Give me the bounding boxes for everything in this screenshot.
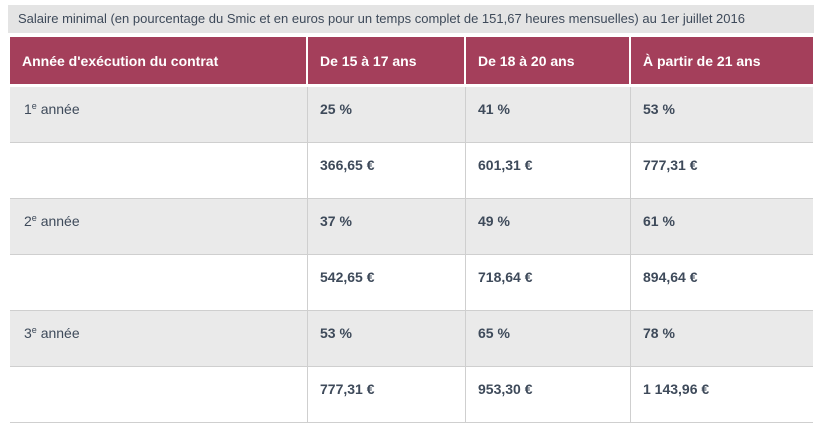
empty-cell bbox=[10, 143, 308, 199]
euro-value: 777,31 € bbox=[631, 143, 813, 199]
percent-value: 25 % bbox=[308, 87, 466, 143]
header-age-21-plus: À partir de 21 ans bbox=[631, 37, 813, 87]
year-ordinal-sup: e bbox=[31, 101, 37, 111]
percent-value: 41 % bbox=[466, 87, 631, 143]
percent-value: 65 % bbox=[466, 311, 631, 367]
table-row-year2-euros: 542,65 € 718,64 € 894,64 € bbox=[10, 255, 813, 311]
year-ordinal-sup: e bbox=[31, 325, 37, 335]
salary-table: Année d'exécution du contrat De 15 à 17 … bbox=[10, 37, 813, 423]
euro-value: 718,64 € bbox=[466, 255, 631, 311]
year-word: année bbox=[36, 325, 80, 341]
year-number: 1 bbox=[24, 101, 32, 117]
year-number: 2 bbox=[24, 213, 32, 229]
header-contract-year: Année d'exécution du contrat bbox=[10, 37, 308, 87]
year-word: année bbox=[36, 101, 80, 117]
table-caption: Salaire minimal (en pourcentage du Smic … bbox=[8, 5, 814, 33]
empty-cell bbox=[10, 367, 308, 423]
year-label: 2e année bbox=[10, 199, 308, 255]
percent-value: 49 % bbox=[466, 199, 631, 255]
euro-value: 542,65 € bbox=[308, 255, 466, 311]
percent-value: 78 % bbox=[631, 311, 813, 367]
year-number: 3 bbox=[24, 325, 32, 341]
empty-cell bbox=[10, 255, 308, 311]
header-age-15-17: De 15 à 17 ans bbox=[308, 37, 466, 87]
table-row-year3-percent: 3e année 53 % 65 % 78 % bbox=[10, 311, 813, 367]
table-header-row: Année d'exécution du contrat De 15 à 17 … bbox=[10, 37, 813, 87]
euro-value: 601,31 € bbox=[466, 143, 631, 199]
year-ordinal-sup: e bbox=[31, 213, 37, 223]
euro-value: 894,64 € bbox=[631, 255, 813, 311]
header-age-18-20: De 18 à 20 ans bbox=[466, 37, 631, 87]
euro-value: 1 143,96 € bbox=[631, 367, 813, 423]
euro-value: 777,31 € bbox=[308, 367, 466, 423]
percent-value: 53 % bbox=[308, 311, 466, 367]
table-row-year1-percent: 1e année 25 % 41 % 53 % bbox=[10, 87, 813, 143]
table-row-year3-euros: 777,31 € 953,30 € 1 143,96 € bbox=[10, 367, 813, 423]
percent-value: 61 % bbox=[631, 199, 813, 255]
year-label: 3e année bbox=[10, 311, 308, 367]
table-row-year2-percent: 2e année 37 % 49 % 61 % bbox=[10, 199, 813, 255]
euro-value: 366,65 € bbox=[308, 143, 466, 199]
percent-value: 53 % bbox=[631, 87, 813, 143]
table-row-year1-euros: 366,65 € 601,31 € 777,31 € bbox=[10, 143, 813, 199]
year-word: année bbox=[36, 213, 80, 229]
year-label: 1e année bbox=[10, 87, 308, 143]
percent-value: 37 % bbox=[308, 199, 466, 255]
euro-value: 953,30 € bbox=[466, 367, 631, 423]
